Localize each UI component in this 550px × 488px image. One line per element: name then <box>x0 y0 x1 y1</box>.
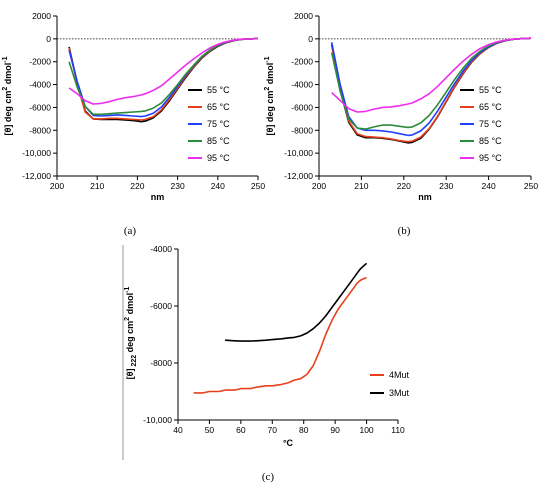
x-tick-label: 60 <box>236 425 246 435</box>
legend-label: 65 °C <box>479 102 502 112</box>
legend-label: 4Mut <box>389 370 410 380</box>
legend-label: 3Mut <box>389 388 410 398</box>
y-tick-label: -8000 <box>29 125 51 135</box>
series-line-4Mut <box>193 276 367 394</box>
legend-label: 85 °C <box>479 136 502 146</box>
x-tick-label: 250 <box>251 181 265 191</box>
legend-label: 85 °C <box>207 136 230 146</box>
y-tick-label: -4000 <box>150 244 172 254</box>
x-tick-label: 80 <box>299 425 309 435</box>
x-tick-label: 200 <box>50 181 64 191</box>
x-tick-label: 210 <box>90 181 104 191</box>
caption-b: (b) <box>398 225 411 237</box>
y-tick-label: 2000 <box>294 11 313 21</box>
series-line-85C <box>330 37 532 130</box>
y-axis-label: [θ] deg cm2 dmol-1 <box>2 56 13 135</box>
x-tick-label: 230 <box>171 181 185 191</box>
y-tick-label: -2000 <box>291 57 313 67</box>
series-line-75C <box>68 37 259 118</box>
y-tick-label: -8000 <box>291 125 313 135</box>
chart-a: 200 210 220 230 240 250 2000 0 -2000 -4000 -6000 -8… <box>2 11 265 202</box>
legend-label: 75 °C <box>207 119 230 129</box>
caption-a: (a) <box>124 225 137 237</box>
series-line-95C <box>68 37 259 105</box>
y-tick-label: 0 <box>46 34 51 44</box>
y-tick-label: -10,000 <box>143 415 172 425</box>
y-tick-label: -12,000 <box>22 171 51 181</box>
x-tick-label: 230 <box>439 181 453 191</box>
chart-b: 200 210 220 230 240 250 2000 0 -2000 -4000 -6000 -8… <box>264 11 538 202</box>
legend-label: 55 °C <box>479 85 502 95</box>
x-tick-label: 220 <box>130 181 144 191</box>
x-tick-label: 210 <box>354 181 368 191</box>
series-line-95C <box>331 37 532 113</box>
chart-c: 40 50 60 70 80 90 100 110 -4000 -6000 -8000 -10,000… <box>124 244 410 448</box>
x-tick-label: 40 <box>173 425 183 435</box>
y-tick-label: 2000 <box>32 11 51 21</box>
y-tick-label: -2000 <box>29 57 51 67</box>
x-tick-label: 200 <box>312 181 326 191</box>
x-tick-label: 220 <box>397 181 411 191</box>
x-tick-label: 70 <box>268 425 278 435</box>
series-line-3Mut <box>225 262 368 342</box>
y-axis-label: [θ] 222 deg cm2 dmol-1 <box>124 287 138 380</box>
legend-label: 55 °C <box>207 85 230 95</box>
x-axis-label: nm <box>418 192 432 202</box>
legend-label: 75 °C <box>479 119 502 129</box>
y-axis-label: [θ] deg cm2 dmol-1 <box>264 56 275 135</box>
x-tick-label: 90 <box>330 425 340 435</box>
x-tick-label: 240 <box>211 181 225 191</box>
y-tick-label: -4000 <box>291 80 313 90</box>
y-tick-label: -10,000 <box>284 148 313 158</box>
y-tick-label: -6000 <box>291 102 313 112</box>
series-line-55C <box>68 37 259 123</box>
y-tick-label: -12,000 <box>284 171 313 181</box>
x-tick-label: 50 <box>205 425 215 435</box>
y-tick-label: -8000 <box>150 358 172 368</box>
series-line-65C <box>68 37 259 121</box>
y-tick-label: -4000 <box>29 80 51 90</box>
y-tick-label: 0 <box>308 34 313 44</box>
x-tick-label: 110 <box>391 425 405 435</box>
x-axis-label: nm <box>151 192 165 202</box>
caption-c: (c) <box>262 471 275 483</box>
x-tick-label: 100 <box>359 425 373 435</box>
y-tick-label: -6000 <box>150 301 172 311</box>
x-tick-label: 250 <box>524 181 538 191</box>
x-axis-label: °C <box>283 438 294 448</box>
legend-label: 95 °C <box>207 153 230 163</box>
legend-label: 65 °C <box>207 102 230 112</box>
x-tick-label: 240 <box>482 181 496 191</box>
y-tick-label: -6000 <box>29 102 51 112</box>
legend-label: 95 °C <box>479 153 502 163</box>
y-tick-label: -10,000 <box>22 148 51 158</box>
